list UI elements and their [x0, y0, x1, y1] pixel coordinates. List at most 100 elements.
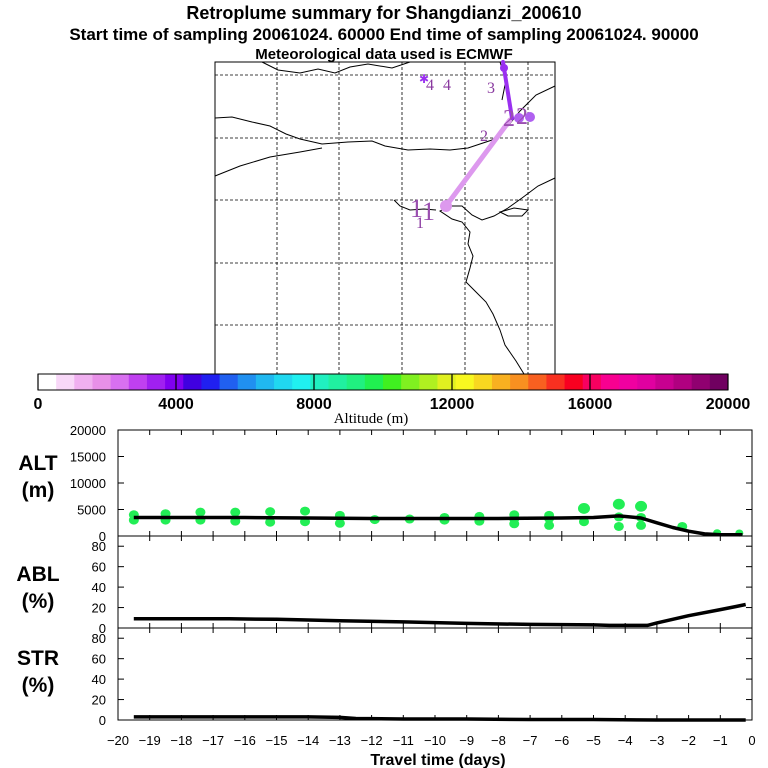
x-axis: −20 −19 −18 −17 −16 −15 −14 −13 −12 −11 −10 −9 −8 −7−…	[107, 733, 756, 768]
plume-segment-lower	[443, 117, 513, 209]
plume-label-2: 2	[480, 128, 488, 145]
colorbar-cell	[165, 374, 184, 390]
x-tick-label: −7	[523, 733, 538, 748]
alt-scatter-point	[265, 507, 276, 517]
x-tick-label: −5	[586, 733, 601, 748]
colorbar-cell	[310, 374, 330, 390]
x-tick-label: −15	[265, 733, 287, 748]
abl-axis-title: ABL	[16, 563, 59, 586]
plume-centroid-3	[500, 64, 508, 72]
alt-scatter-point	[636, 520, 647, 530]
x-tick-label: −12	[361, 733, 383, 748]
str-frame	[117, 627, 753, 721]
colorbar-cell	[128, 374, 148, 390]
colorbar-cell	[491, 374, 511, 390]
x-tick-label: −8	[491, 733, 506, 748]
colorbar-cell	[455, 374, 475, 390]
str-ytick-label: 0	[99, 713, 106, 728]
colorbar-cell	[346, 374, 366, 390]
x-tick-label: −18	[170, 733, 192, 748]
alt-axis-title: ALT	[18, 452, 57, 475]
abl-ytick-label: 80	[92, 539, 106, 554]
plume-label-2: 2	[503, 106, 515, 132]
coastline	[439, 177, 556, 375]
str-series-line	[133, 715, 746, 722]
alt-scatter-point	[195, 507, 206, 517]
map-frame	[214, 61, 556, 375]
x-tick-label: −6	[554, 733, 569, 748]
colorbar-cells	[38, 374, 729, 390]
alt-scatter-point	[230, 507, 241, 517]
colorbar-cell	[637, 374, 656, 390]
alt-ytick-label: 20000	[70, 423, 106, 438]
x-tick-label: 0	[748, 733, 755, 748]
plume-label-1: 1	[422, 197, 435, 226]
alt-ytick-label: 10000	[70, 476, 106, 491]
str-panel: 80 60 40 20 0 STR (%)	[17, 627, 753, 728]
x-tick-label: −14	[297, 733, 319, 748]
str-ytick-label: 80	[92, 631, 106, 646]
alt-series-line	[133, 514, 743, 537]
abl-ytick-label: 0	[99, 621, 106, 636]
str-axis-title: STR	[17, 647, 59, 670]
colorbar-tick-label: 4000	[158, 396, 194, 413]
str-ytick-label: 60	[92, 652, 106, 667]
alt-ytick-label: 15000	[70, 450, 106, 465]
alt-scatter-point	[334, 518, 345, 528]
alt-scatter-point	[300, 506, 311, 516]
plume-centroid-2	[514, 113, 524, 123]
abl-panel: 80 60 40 20 0 ABL (%)	[16, 535, 753, 636]
x-tick-label: −9	[459, 733, 474, 748]
colorbar-cell	[564, 374, 584, 390]
alt-axis-title: (m)	[22, 479, 55, 502]
x-tick-label: −4	[618, 733, 633, 748]
colorbar-label: Altitude (m)	[334, 411, 409, 427]
abl-ytick-label: 60	[92, 560, 106, 575]
plume-label-4: 4	[443, 77, 451, 94]
colorbar-cell	[401, 374, 420, 390]
alt-scatter-point	[265, 517, 276, 527]
colorbar-cell	[419, 374, 438, 390]
border-north	[261, 61, 411, 74]
colorbar-cell	[582, 374, 602, 390]
time-series-panels: 20000 15000 10000 5000 0 ALT (m) 80 60 40 20 0 ABL (%…	[16, 423, 755, 768]
x-tick-label: −2	[681, 733, 696, 748]
x-tick-label: −3	[649, 733, 664, 748]
plume-centroid-2b	[525, 112, 535, 122]
colorbar-cell	[364, 374, 384, 390]
colorbar-cell	[38, 374, 57, 390]
colorbar-cell	[219, 374, 239, 390]
alt-scatter-point	[578, 517, 589, 527]
colorbar-cell	[74, 374, 93, 390]
colorbar-cell	[709, 374, 729, 390]
chart-title: Retroplume summary for Shangdianzi_20061…	[186, 3, 582, 23]
colorbar-cell	[528, 374, 547, 390]
colorbar-cell	[237, 374, 257, 390]
alt-scatter-point	[612, 498, 625, 510]
plume-star-marker: ✱	[419, 72, 429, 86]
x-tick-label: −13	[329, 733, 351, 748]
x-tick-label: −16	[234, 733, 256, 748]
colorbar-cell	[600, 374, 620, 390]
alt-panel: 20000 15000 10000 5000 0 ALT (m)	[18, 423, 753, 544]
abl-frame	[117, 535, 753, 629]
plume-label-1: 1	[416, 215, 424, 232]
abl-ytick-label: 20	[92, 601, 106, 616]
x-tick-label: −1	[713, 733, 728, 748]
plume-label-2: 2	[516, 104, 528, 130]
colorbar-cell	[201, 374, 221, 390]
colorbar-tick-label: 16000	[568, 396, 613, 413]
alt-scatter-point	[577, 503, 590, 514]
colorbar-tick-label: 12000	[430, 396, 475, 413]
colorbar-cell	[437, 374, 457, 390]
colorbar-cell	[110, 374, 130, 390]
colorbar-cell	[255, 374, 275, 390]
alt-scatter-point	[613, 521, 624, 531]
plume-label-4: 4	[426, 77, 434, 94]
colorbar-cell	[510, 374, 529, 390]
x-tick-label: −20	[107, 733, 129, 748]
x-tick-label: −17	[202, 733, 224, 748]
meteorological-data-text: Meteorological data used is ECMWF	[255, 46, 513, 63]
